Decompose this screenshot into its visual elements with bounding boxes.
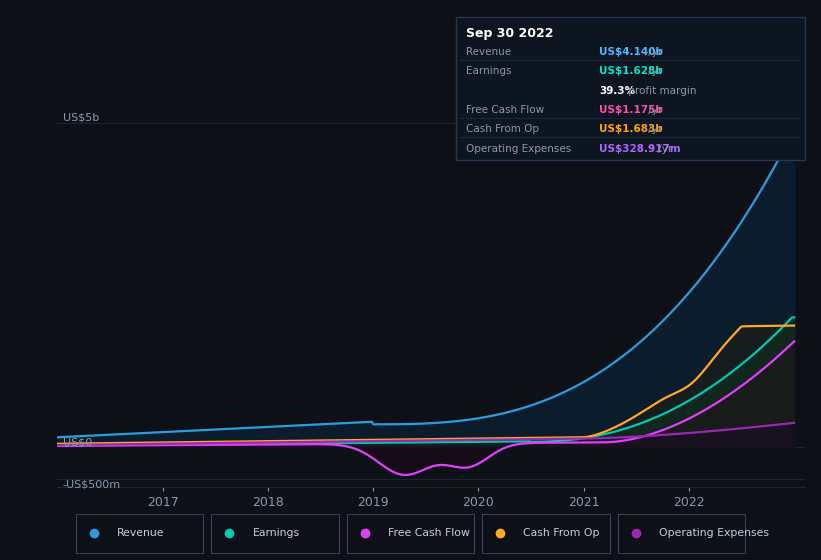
Text: US$5b: US$5b — [62, 113, 99, 123]
Text: -US$500m: -US$500m — [62, 479, 121, 489]
FancyBboxPatch shape — [76, 514, 203, 553]
FancyBboxPatch shape — [617, 514, 745, 553]
FancyBboxPatch shape — [482, 514, 609, 553]
Text: 39.3%: 39.3% — [599, 86, 635, 96]
FancyBboxPatch shape — [212, 514, 338, 553]
Text: US$4.140b: US$4.140b — [599, 47, 663, 57]
Text: /yr: /yr — [655, 144, 672, 153]
Text: Cash From Op: Cash From Op — [524, 529, 600, 538]
Text: /yr: /yr — [645, 47, 663, 57]
Text: US$1.628b: US$1.628b — [599, 67, 663, 76]
Text: US$1.683b: US$1.683b — [599, 124, 663, 134]
Text: Revenue: Revenue — [466, 47, 511, 57]
Text: US$0: US$0 — [62, 437, 92, 447]
Text: Free Cash Flow: Free Cash Flow — [388, 529, 470, 538]
Text: Earnings: Earnings — [466, 67, 511, 76]
Text: Operating Expenses: Operating Expenses — [659, 529, 768, 538]
Text: /yr: /yr — [645, 124, 663, 134]
Text: /yr: /yr — [645, 105, 663, 115]
Text: /yr: /yr — [645, 67, 663, 76]
Text: Revenue: Revenue — [117, 529, 164, 538]
FancyBboxPatch shape — [347, 514, 475, 553]
Text: Earnings: Earnings — [253, 529, 300, 538]
Text: Sep 30 2022: Sep 30 2022 — [466, 27, 553, 40]
Text: Operating Expenses: Operating Expenses — [466, 144, 571, 153]
Text: US$1.175b: US$1.175b — [599, 105, 663, 115]
Text: Cash From Op: Cash From Op — [466, 124, 539, 134]
Text: US$328.917m: US$328.917m — [599, 144, 681, 153]
Text: Free Cash Flow: Free Cash Flow — [466, 105, 544, 115]
Text: profit margin: profit margin — [625, 86, 696, 96]
